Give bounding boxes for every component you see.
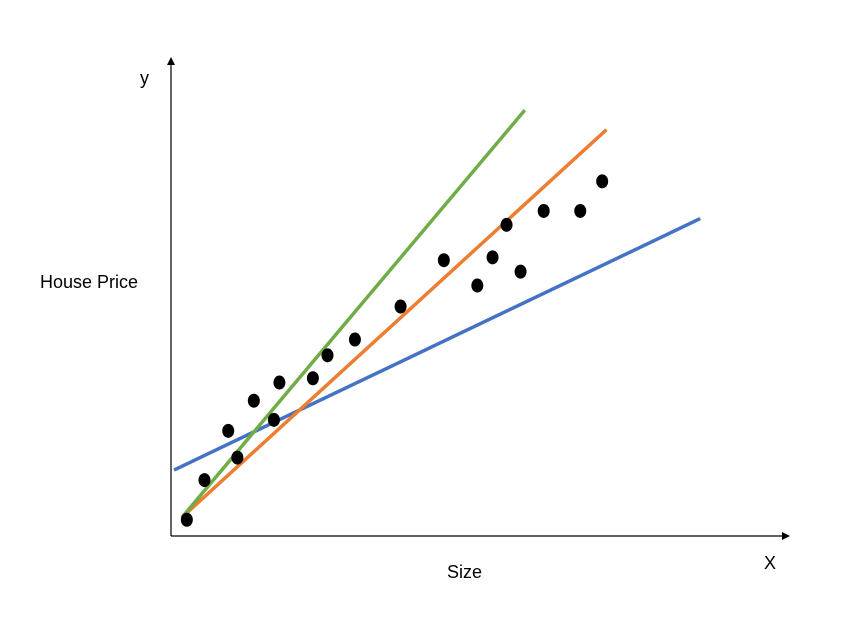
data-point-2: [198, 473, 211, 488]
fit-line-3: [180, 108, 527, 519]
data-point-3: [222, 423, 235, 438]
fit-line-2: [180, 128, 608, 519]
data-point-13: [471, 278, 484, 293]
data-point-6: [267, 412, 280, 427]
y-axis-title: House Price: [40, 272, 139, 292]
data-point-9: [321, 348, 334, 363]
data-point-8: [306, 371, 319, 386]
fit-line-1: [173, 217, 701, 472]
data-point-15: [500, 217, 513, 232]
y-axis-letter: y: [140, 68, 149, 88]
data-point-16: [514, 264, 527, 279]
data-point-4: [231, 450, 244, 465]
data-point-11: [394, 299, 407, 314]
data-points: [180, 174, 609, 527]
data-point-19: [596, 174, 609, 189]
data-point-10: [348, 332, 361, 347]
fit-lines: [173, 108, 701, 519]
data-point-12: [437, 253, 450, 268]
x-axis-letter: X: [764, 553, 777, 573]
data-point-5: [247, 393, 260, 408]
data-point-14: [486, 250, 499, 265]
data-point-7: [273, 375, 286, 390]
data-point-17: [537, 203, 550, 218]
data-point-18: [574, 203, 587, 218]
data-point-1: [180, 512, 193, 527]
x-axis-title: Size: [447, 562, 483, 582]
axes: [167, 57, 790, 540]
